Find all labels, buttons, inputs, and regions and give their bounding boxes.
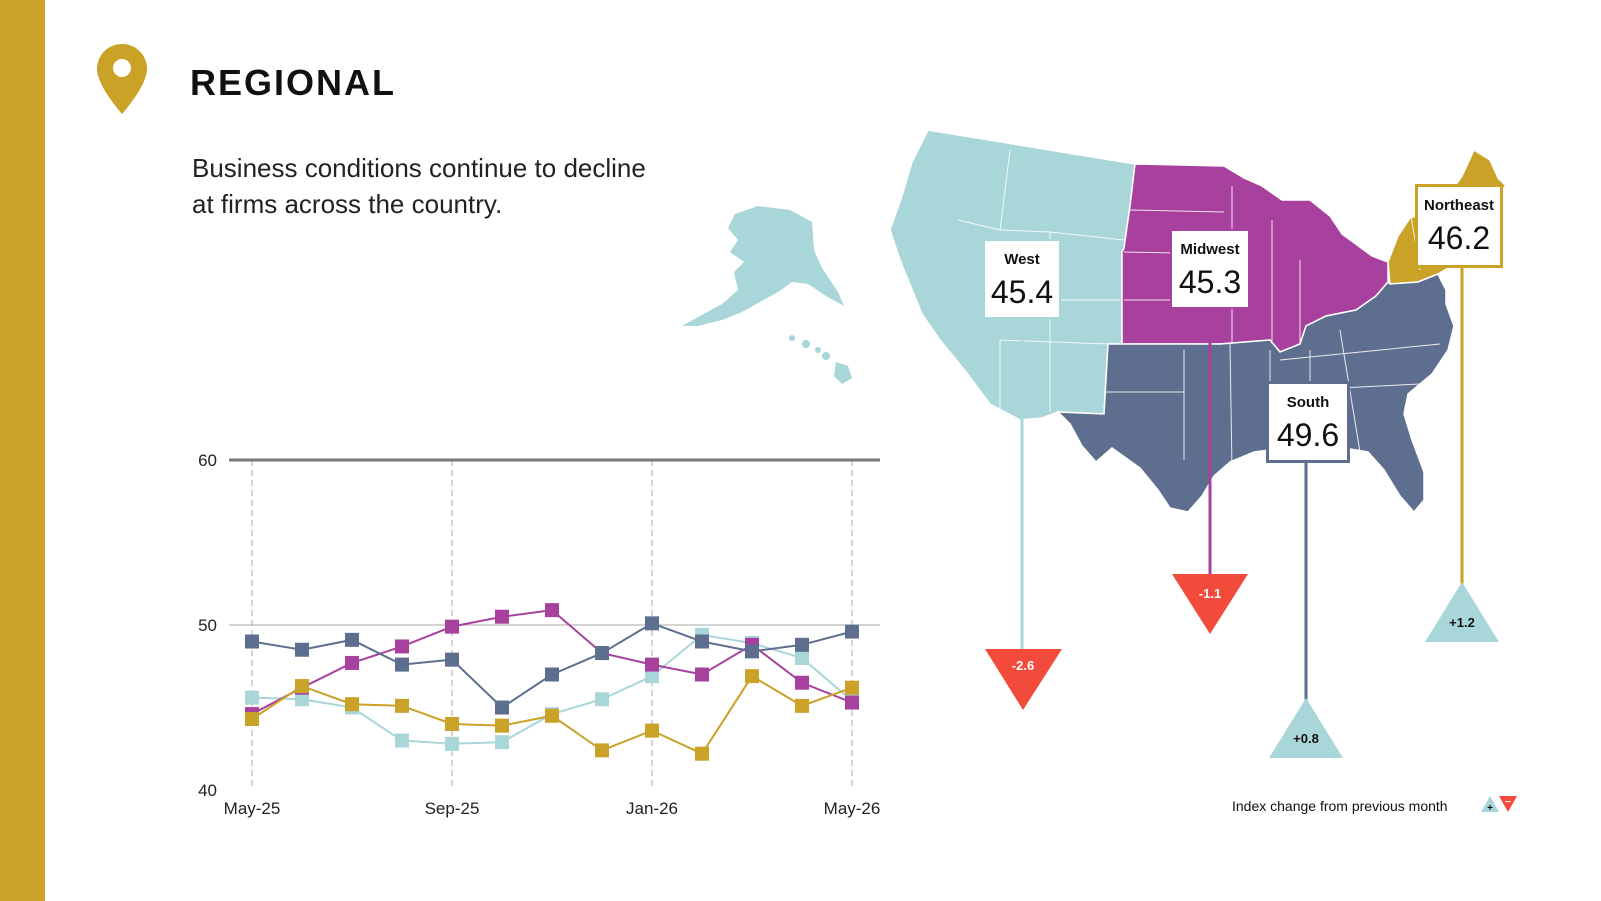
northeast-data-point — [395, 698, 409, 713]
hawaii-shape — [789, 335, 852, 384]
y-tick-label: 50 — [198, 616, 217, 635]
west-change-down-icon — [985, 649, 1062, 710]
midwest-data-point — [795, 675, 809, 690]
west-data-point — [795, 651, 809, 665]
northeast-change-up-icon — [1425, 582, 1499, 642]
northeast-data-point — [245, 712, 259, 727]
northeast-change-label: +1.2 — [1449, 615, 1475, 630]
west-label-box: West 45.4 — [983, 239, 1061, 319]
south-change-label: +0.8 — [1293, 731, 1319, 746]
legend-text: Index change from previous month — [1232, 798, 1448, 814]
x-tick-label: May-26 — [824, 799, 881, 818]
midwest-data-point — [345, 655, 359, 670]
midwest-label-name: Midwest — [1180, 241, 1240, 258]
south-data-point — [345, 632, 359, 647]
south-data-point — [595, 646, 609, 661]
south-region-shape — [1056, 273, 1455, 514]
northeast-data-point — [645, 723, 659, 738]
northeast-label-name: Northeast — [1423, 197, 1494, 214]
west-data-point — [395, 733, 409, 748]
south-data-point — [245, 634, 259, 649]
location-pin-icon — [97, 44, 147, 114]
south-label-name: South — [1286, 394, 1330, 411]
x-tick-label: May-25 — [224, 799, 281, 818]
alaska-shape — [682, 206, 844, 326]
midwest-label-value: 45.3 — [1178, 264, 1242, 300]
x-tick-label: Jan-26 — [626, 799, 678, 818]
northeast-data-point — [745, 669, 759, 684]
south-label-value: 49.6 — [1276, 417, 1340, 453]
south-change-up-icon — [1269, 698, 1343, 758]
legend-plus-icon — [1481, 796, 1499, 812]
northeast-data-point — [545, 708, 559, 723]
legend-minus-icon — [1499, 796, 1517, 812]
page-subtitle: Business conditions continue to decline … — [192, 153, 646, 219]
south-data-point — [395, 657, 409, 672]
legend-plus-sign: + — [1487, 803, 1493, 814]
midwest-change-down-icon — [1172, 574, 1248, 634]
northeast-data-point — [295, 679, 309, 694]
northeast-data-point — [695, 746, 709, 761]
y-tick-label: 60 — [198, 451, 217, 470]
south-data-point — [645, 616, 659, 631]
west-label-name: West — [1004, 251, 1040, 268]
south-label-box: South 49.6 — [1266, 381, 1350, 463]
south-data-point — [545, 667, 559, 682]
northeast-data-point — [845, 680, 859, 695]
midwest-data-point — [545, 603, 559, 618]
northeast-label-box: Northeast 46.2 — [1415, 184, 1503, 268]
midwest-data-point — [395, 639, 409, 654]
midwest-change-label: -1.1 — [1199, 586, 1221, 601]
south-data-point — [445, 652, 459, 667]
south-data-point — [695, 634, 709, 649]
midwest-data-point — [495, 609, 509, 624]
y-tick-label: 40 — [198, 781, 217, 800]
accent-sidebar-bar — [0, 0, 45, 901]
west-data-point — [295, 692, 309, 707]
page-title: REGIONAL — [190, 62, 397, 103]
northeast-data-point — [495, 718, 509, 733]
northeast-data-point — [345, 697, 359, 712]
midwest-data-point — [645, 657, 659, 672]
northeast-label-value: 46.2 — [1427, 220, 1491, 256]
west-data-point — [495, 735, 509, 750]
x-tick-label: Sep-25 — [425, 799, 480, 818]
legend-minus-sign: − — [1505, 797, 1511, 808]
west-data-point — [645, 669, 659, 684]
northeast-data-point — [445, 717, 459, 731]
south-data-point — [495, 700, 509, 715]
south-data-point — [745, 644, 759, 659]
northeast-data-point — [795, 698, 809, 713]
west-data-point — [245, 690, 259, 705]
west-change-label: -2.6 — [1012, 658, 1034, 673]
midwest-data-point — [695, 667, 709, 682]
south-data-point — [845, 624, 859, 639]
midwest-label-box: Midwest 45.3 — [1170, 229, 1250, 309]
west-label-value: 45.4 — [990, 274, 1054, 310]
west-data-point — [595, 692, 609, 707]
northeast-data-point — [595, 743, 609, 758]
south-data-point — [295, 642, 309, 657]
south-data-point — [795, 637, 809, 652]
midwest-data-point — [845, 695, 859, 710]
midwest-data-point — [445, 619, 459, 634]
west-data-point — [445, 736, 459, 751]
